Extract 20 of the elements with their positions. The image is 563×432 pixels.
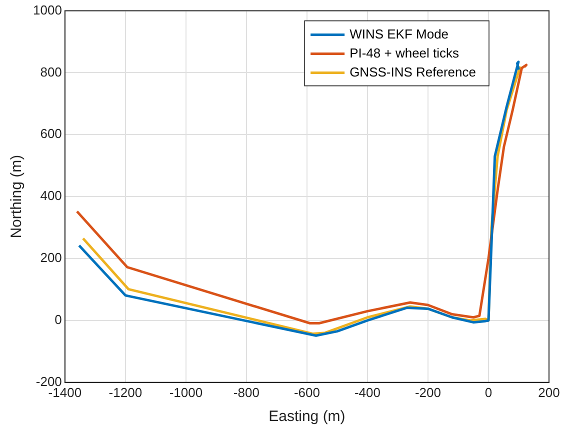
legend-label: WINS EKF Mode bbox=[350, 26, 449, 42]
legend-label: PI-48 + wheel ticks bbox=[350, 45, 460, 60]
x-tick-label: 0 bbox=[484, 384, 492, 400]
y-tick-label: 400 bbox=[40, 188, 62, 204]
x-tick-label: 200 bbox=[538, 384, 560, 400]
x-tick-label: -600 bbox=[294, 384, 320, 400]
y-tick-label: 200 bbox=[40, 250, 62, 266]
y-tick-label: 0 bbox=[54, 312, 62, 328]
legend-label: GNSS-INS Reference bbox=[350, 64, 476, 80]
x-tick-label: -1200 bbox=[108, 384, 142, 400]
x-tick-label: -800 bbox=[233, 384, 260, 400]
x-tick-label: -200 bbox=[414, 384, 441, 400]
y-tick-label: 600 bbox=[40, 126, 62, 142]
y-tick-label: 800 bbox=[40, 64, 62, 80]
y-axis-title: Northing (m) bbox=[8, 154, 26, 238]
x-tick-label: -1000 bbox=[169, 384, 203, 400]
y-tick-label: -200 bbox=[36, 374, 62, 389]
x-axis-title: Easting (m) bbox=[268, 408, 346, 426]
y-tick-label: 1000 bbox=[33, 2, 62, 18]
x-tick-label: -400 bbox=[354, 384, 380, 400]
